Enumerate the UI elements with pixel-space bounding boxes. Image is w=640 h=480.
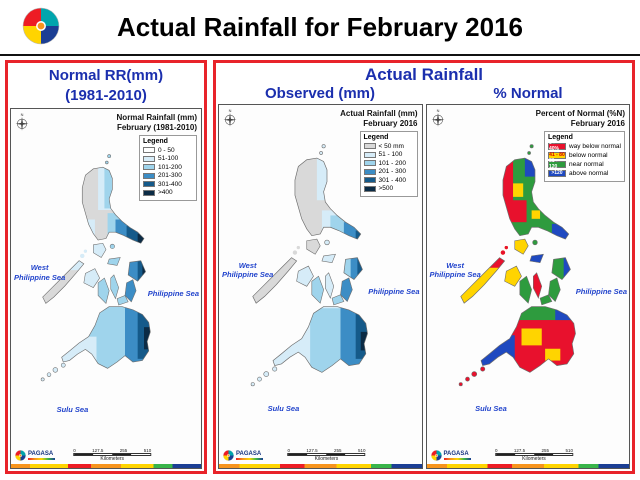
legend-swatch bbox=[143, 155, 155, 162]
legend-swatch bbox=[143, 172, 155, 179]
footer-color-bar bbox=[11, 464, 201, 468]
legend-percent: Legend 0 - 40% way below normal 41 - 80 be… bbox=[543, 131, 625, 182]
legend-swatch bbox=[143, 164, 155, 170]
panel-normal-title-line2: (1981-2010) bbox=[65, 86, 147, 104]
observed-mm-label: Observed (mm) bbox=[264, 85, 376, 102]
legend-swatch: 0 - 40% bbox=[547, 140, 566, 152]
footer-color-bar bbox=[426, 464, 629, 468]
legend-swatch: >120 bbox=[547, 169, 566, 177]
legend-swatch bbox=[363, 143, 376, 149]
sea-label-sulu-sea: Sulu Sea bbox=[56, 404, 89, 414]
map-actual-rainfall: Actual Rainfall (mm) February 2016 bbox=[218, 104, 423, 469]
scale-bar: 0 127.5 255 510 Kilometers bbox=[73, 448, 152, 462]
pagasa-footer-logo: PAGASA bbox=[430, 450, 471, 461]
rainbow-bar bbox=[236, 458, 263, 460]
legend-actual: Legend < 50 mm 51 - 100 101 - 200 201 - … bbox=[359, 131, 418, 197]
legend-swatch bbox=[363, 177, 376, 183]
legend-swatch: 41 - 80 bbox=[547, 151, 566, 159]
pagasa-footer-logo: PAGASA bbox=[15, 450, 55, 461]
scale-bar: 0 127.5 255 510 Kilometers bbox=[287, 448, 366, 462]
sea-label-philippine-sea: Philippine Sea bbox=[147, 288, 199, 298]
philippines-map-percent bbox=[457, 143, 576, 387]
legend-normal: Legend 0 - 50 51-100 101-200 201-300 301… bbox=[139, 135, 197, 201]
slide-title: Actual Rainfall for February 2016 bbox=[116, 11, 524, 42]
scale-bar: 0 127.5 255 510 Kilometers bbox=[494, 448, 573, 462]
legend-swatch bbox=[143, 147, 155, 153]
legend-swatch bbox=[363, 185, 376, 192]
panels-row: Normal RR(mm) (1981-2010) Normal Rainfal… bbox=[5, 60, 635, 474]
philippines-map-actual bbox=[250, 143, 369, 387]
pagasa-wheel-icon bbox=[223, 450, 234, 461]
rainbow-bar bbox=[443, 458, 471, 460]
sea-label-west-philippine-sea: West Philippine Sea bbox=[429, 261, 481, 280]
philippines-map-normal bbox=[40, 153, 152, 382]
legend-swatch bbox=[363, 160, 376, 166]
sea-label-sulu-sea: Sulu Sea bbox=[267, 404, 300, 414]
rainbow-bar bbox=[28, 458, 55, 460]
map-title-actual: Actual Rainfall (mm) February 2016 bbox=[340, 109, 418, 128]
legend-swatch bbox=[363, 168, 376, 175]
pagasa-footer-logo: PAGASA bbox=[223, 450, 263, 461]
map-percent-of-normal: Percent of Normal (%N) February 2016 bbox=[425, 104, 630, 469]
map-title-normal: Normal Rainfall (mm) February (1981-2010… bbox=[116, 113, 197, 132]
legend-swatch bbox=[143, 189, 155, 196]
pagasa-wheel-icon bbox=[430, 450, 442, 461]
panel-actual-title: Actual Rainfall bbox=[364, 65, 484, 84]
sea-label-philippine-sea: Philippine Sea bbox=[575, 286, 627, 296]
footer-color-bar bbox=[219, 464, 422, 468]
legend-swatch: 81 - 120 bbox=[547, 158, 566, 170]
sea-label-sulu-sea: Sulu Sea bbox=[475, 404, 507, 414]
sea-label-west-philippine-sea: West Philippine Sea bbox=[222, 261, 274, 280]
panel-normal-rainfall: Normal RR(mm) (1981-2010) Normal Rainfal… bbox=[5, 60, 207, 474]
sea-label-west-philippine-sea: West Philippine Sea bbox=[14, 263, 66, 282]
pagasa-logo bbox=[22, 7, 60, 45]
panel-normal-header: Normal RR(mm) (1981-2010) bbox=[8, 63, 204, 106]
legend-swatch bbox=[143, 181, 155, 187]
panel-actual-subheaders: Observed (mm) % Normal bbox=[216, 85, 632, 102]
sea-label-philippine-sea: Philippine Sea bbox=[368, 286, 420, 296]
map-normal-rainfall: Normal Rainfall (mm) February (1981-2010… bbox=[10, 108, 202, 469]
map-title-percent: Percent of Normal (%N) February 2016 bbox=[535, 109, 625, 128]
pagasa-wheel-icon bbox=[15, 450, 26, 461]
legend-swatch bbox=[363, 151, 376, 158]
panel-actual-rainfall: Actual Rainfall Observed (mm) % Normal A… bbox=[213, 60, 635, 474]
percent-normal-label: % Normal bbox=[493, 85, 563, 102]
slide-header: Actual Rainfall for February 2016 bbox=[0, 0, 640, 56]
panel-normal-title-line1: Normal RR(mm) bbox=[48, 67, 164, 84]
